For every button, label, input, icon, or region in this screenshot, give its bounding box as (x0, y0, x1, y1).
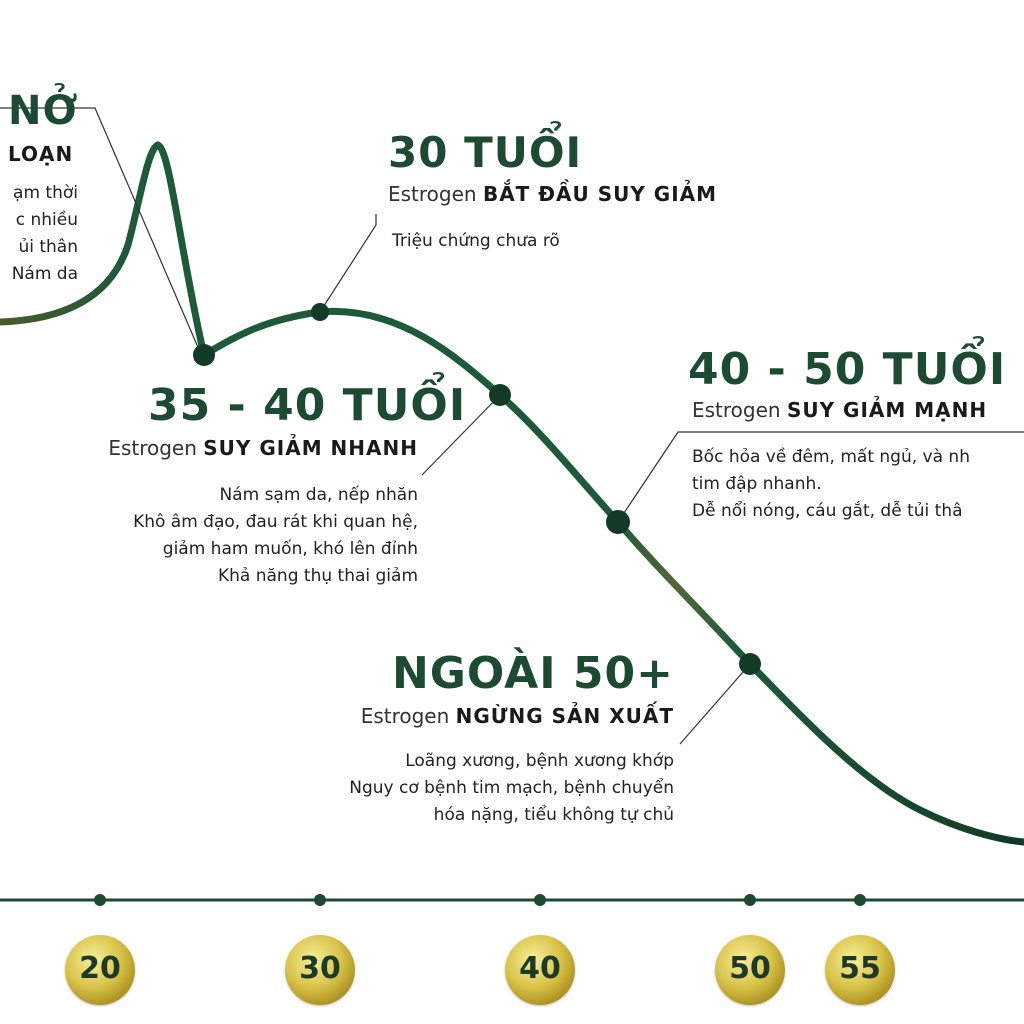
puberty-line: c nhiều (15, 210, 78, 230)
age-badge-label: 50 (729, 951, 771, 986)
age-badge-label: 30 (299, 951, 341, 986)
age40-50-symptoms: Bốc hỏa về đêm, mất ngủ, và nh tim đập n… (692, 444, 970, 525)
axis-dot (314, 894, 326, 906)
age50plus-subtitle-plain: Estrogen (360, 704, 450, 728)
age35-40-subtitle-bold: SUY GIẢM NHANH (203, 436, 418, 460)
age35-40-subtitle: Estrogen SUY GIẢM NHANH (20, 436, 418, 460)
age50plus-subtitle: Estrogen NGỪNG SẢN XUẤT (220, 704, 674, 728)
age30-title: 30 TUỔI (388, 128, 583, 177)
callout-line-puberty (0, 107, 201, 353)
age40-50-line: Dễ nổi nóng, cáu gắt, dễ tủi thâ (692, 501, 963, 521)
age35-40-title: 35 - 40 TUỔI (148, 380, 467, 431)
axis-dot (534, 894, 546, 906)
age35-40-line: Khô âm đạo, đau rát khi quan hệ, (133, 512, 418, 532)
age50plus-subtitle-bold: NGỪNG SẢN XUẤT (455, 704, 674, 728)
puberty-line: ạm thời (13, 183, 78, 203)
curve-markers (193, 303, 761, 675)
age40-50-subtitle-bold: SUY GIẢM MẠNH (786, 398, 988, 422)
age-badge-30: 30 (285, 935, 355, 1005)
age40-50-line: Bốc hỏa về đêm, mất ngủ, và nh (692, 447, 970, 467)
age35-40-line: Nám sạm da, nếp nhăn (219, 485, 418, 505)
age40-50-subtitle-plain: Estrogen (692, 398, 781, 422)
age50plus-symptoms: Loãng xương, bệnh xương khớp Nguy cơ bện… (220, 748, 674, 829)
callout-line-35-40 (421, 394, 501, 476)
age40-50-title: 40 - 50 TUỔI (688, 344, 1007, 395)
puberty-line: Nám da (11, 264, 78, 284)
axis-dots (94, 894, 866, 906)
age35-40-subtitle-plain: Estrogen (108, 436, 197, 460)
age40-50-line: tim đập nhanh. (692, 474, 822, 494)
puberty-symptoms: ạm thời c nhiều ủi thân Nám da (0, 180, 78, 288)
age35-40-line: Khả năng thụ thai giảm (218, 566, 418, 586)
age-badge-label: 40 (519, 951, 561, 986)
marker-50plus (739, 653, 761, 675)
age30-symptoms: Triệu chứng chưa rõ (392, 228, 560, 255)
callout-lines (0, 107, 1024, 745)
marker-40-50 (606, 510, 630, 534)
age30-subtitle: Estrogen BẮT ĐẦU SUY GIẢM (388, 182, 717, 206)
puberty-line: ủi thân (18, 237, 78, 257)
age-badge-55: 55 (825, 935, 895, 1005)
age50plus-line: Nguy cơ bệnh tim mạch, bệnh chuyển (349, 778, 674, 798)
callout-line-40-50 (617, 431, 1024, 523)
estrogen-curve-line (0, 141, 1024, 846)
age-badge-20: 20 (65, 935, 135, 1005)
age40-50-subtitle: Estrogen SUY GIẢM MẠNH (692, 398, 987, 422)
age-badge-label: 55 (839, 951, 881, 986)
marker-35-40 (489, 384, 511, 406)
puberty-subtitle-bold: LOẠN (8, 142, 74, 166)
age50plus-title: NGOÀI 50+ (391, 648, 674, 699)
age35-40-symptoms: Nám sạm da, nếp nhăn Khô âm đạo, đau rát… (20, 482, 418, 590)
age-badge-40: 40 (505, 935, 575, 1005)
marker-puberty-end (193, 344, 215, 366)
age35-40-line: giảm ham muốn, khó lên đỉnh (162, 539, 418, 559)
age50plus-line: hóa nặng, tiểu không tự chủ (433, 805, 674, 825)
axis-dot (744, 894, 756, 906)
callout-line-50plus (679, 663, 751, 745)
age-badge-label: 20 (79, 951, 121, 986)
axis-dot (94, 894, 106, 906)
callout-line-30 (319, 214, 377, 313)
puberty-title: NỞ (8, 88, 79, 134)
age-badge-50: 50 (715, 935, 785, 1005)
puberty-subtitle: LOẠN (8, 142, 73, 166)
marker-30 (311, 303, 329, 321)
age30-line: Triệu chứng chưa rõ (392, 231, 560, 251)
axis-dot (854, 894, 866, 906)
age30-subtitle-bold: BẮT ĐẦU SUY GIẢM (482, 182, 718, 206)
age30-subtitle-plain: Estrogen (388, 182, 477, 206)
age50plus-line: Loãng xương, bệnh xương khớp (405, 751, 674, 771)
